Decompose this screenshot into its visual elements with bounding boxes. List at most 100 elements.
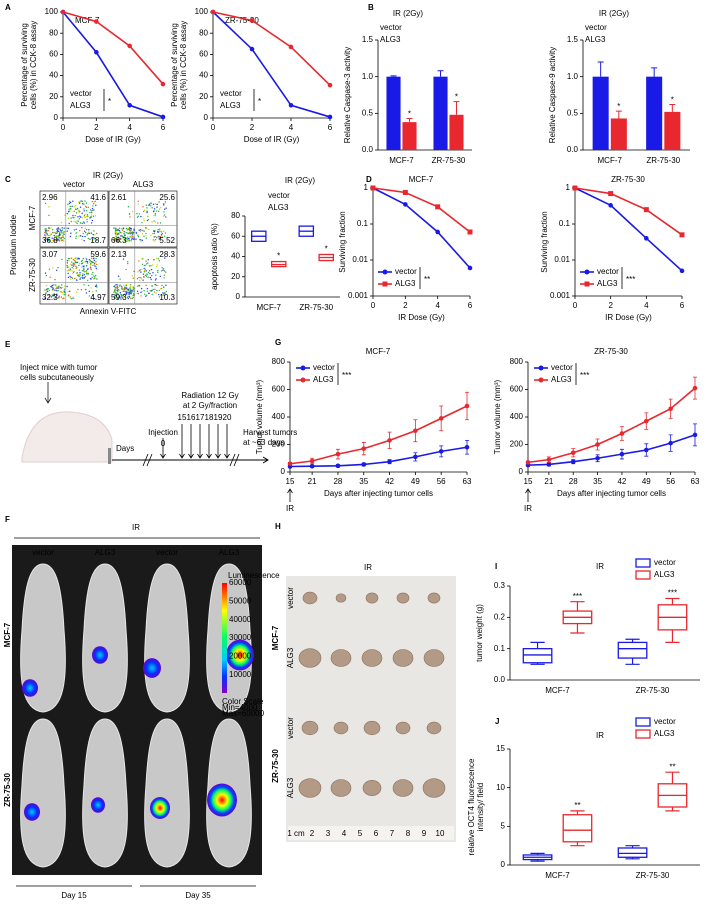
cell-dot [70,297,72,300]
radiation-arrow [188,424,194,459]
cell-dot [141,263,144,266]
cell-dot [84,200,86,202]
cell-dot [81,269,84,272]
cell-dot [155,210,158,212]
group-label: ALG3 [286,777,295,798]
error-bar [597,61,604,77]
cell-dot [61,229,64,231]
cell-dot [163,214,166,216]
cell-dot [137,215,139,217]
flow-frame [108,190,178,248]
marker [327,114,333,120]
cell-dot [149,272,151,275]
cell-dot [81,227,83,229]
marker [288,102,294,108]
cell-dot [57,234,59,237]
cell-dot [58,295,61,297]
cell-dot [137,292,140,295]
marker [335,451,341,457]
cell-dot [120,294,123,296]
chart: 0 200 400 600 800 15 21 28 35 42 49 56 63 ZR-75-30 Day… [493,347,700,513]
marker [668,406,673,412]
cell-dot [113,295,116,297]
chart-title: MCF-7 [409,175,434,184]
x-tick-label: ZR-75-30 [299,303,333,312]
y-tick-label: 0.001 [550,291,571,300]
y-tick-label: 60 [231,231,240,240]
legend-label: ALG3 [395,279,416,288]
cell-dot [140,278,142,280]
day-label: Day 35 [185,891,211,900]
cell-dot [143,209,146,212]
x-tick-label: MCF-7 [389,156,414,165]
signal [22,679,38,697]
marker [60,9,66,15]
marker [595,455,600,461]
cell-dot [124,290,126,293]
cell-dot [123,295,126,298]
cell-dot [150,274,153,277]
cell-dot [123,286,126,288]
cell-dot [126,240,128,242]
mouse [82,718,128,868]
significance: *** [580,371,589,380]
legend-label: ALG3 [585,35,606,44]
cell-dot [93,230,95,232]
cell-dot [117,275,120,277]
photo-bg [286,576,456,842]
tumor [335,593,347,603]
marker [287,461,293,467]
x-tick-label: ZR-75-30 [636,686,670,695]
cell-dot [163,274,166,276]
quadrant-value: 3.07 [42,250,58,259]
cell-dot [130,227,132,230]
cell-dot [74,277,76,280]
box [617,641,648,659]
x-tick-label: 15 [286,477,295,486]
cell-dot [120,234,122,237]
error-bar [437,70,444,77]
cell-dot [163,235,166,237]
cell-dot [89,211,91,214]
cell-dot [160,270,163,272]
cell-dot [72,297,74,299]
legend-label: vector [597,267,619,276]
cell-dot [95,239,98,241]
injection-arrow [160,438,166,459]
cell-dot [91,290,94,293]
cell-dot [144,274,147,277]
cell-dot [64,214,66,216]
cell-dot [53,288,55,291]
x-tick-label: 0 [371,301,376,310]
cell-dot [59,234,62,236]
radiation-arrow [179,424,185,459]
x-tick-label: 21 [544,477,553,486]
y-axis-label: Percentage of surviving [20,23,29,107]
cell-dot [46,230,49,232]
cell-dot [70,232,72,234]
quadrant-value: 36.8 [42,236,58,245]
cell-dot [72,265,75,268]
cell-dot [163,292,166,294]
cell-dot [161,232,163,235]
y-tick-label: 0.01 [554,255,570,264]
signal [92,646,108,664]
cell-dot [51,285,53,287]
quadrant-value: 66.3 [111,236,127,245]
cell-dot [78,262,81,265]
cell-dot [154,212,157,215]
mouse [20,718,66,868]
cell-dot [145,237,147,239]
cell-dot [153,291,156,293]
cell-dot [131,292,133,294]
cell-dot [119,284,121,286]
y-axis-label: Relative Caspase-9 activity [548,47,557,143]
whisker [625,658,640,665]
legend-label: ALG3 [220,101,241,110]
cell-dot [164,208,166,210]
marker [570,459,576,464]
cell-dot [115,235,117,238]
panel-label: F [5,515,10,524]
cell-dot [85,270,88,272]
cell-dot [127,297,129,300]
